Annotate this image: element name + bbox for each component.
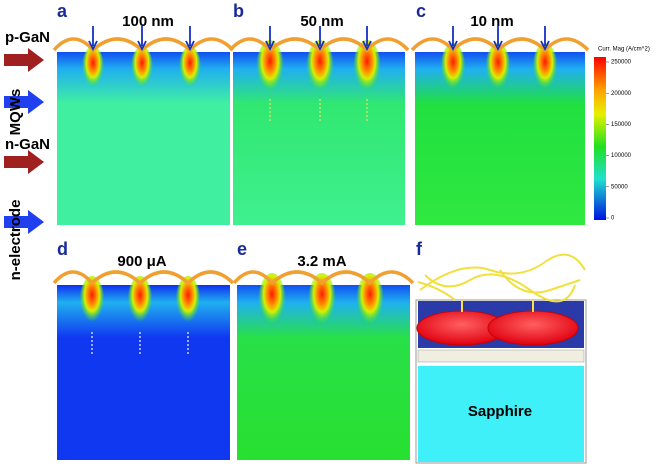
nanowire	[419, 253, 586, 291]
electrode-line	[232, 270, 415, 286]
dot	[366, 103, 368, 105]
colorbar-tick-label: 150000	[611, 122, 632, 128]
current-hotspot	[258, 273, 286, 333]
arrow	[4, 150, 44, 174]
panel-letter: d	[57, 239, 68, 259]
panel-label: 100 nm	[122, 13, 174, 30]
arrow	[4, 210, 44, 234]
current-hotspot	[130, 46, 154, 94]
electrode-line	[52, 270, 235, 286]
dot	[139, 344, 141, 346]
arrow-head	[265, 40, 275, 52]
colorbar-tick-label: 200000	[611, 91, 632, 97]
arrow-head	[362, 40, 372, 52]
dot	[139, 348, 141, 350]
dot	[269, 103, 271, 105]
dot	[91, 348, 93, 350]
dot	[91, 332, 93, 334]
current-hotspot	[79, 276, 105, 330]
dot	[187, 348, 189, 350]
dot	[91, 340, 93, 342]
layer-label: n-electrode	[7, 200, 24, 281]
dot	[366, 99, 368, 101]
dot	[187, 336, 189, 338]
dot	[366, 107, 368, 109]
dot	[366, 111, 368, 113]
arrow-head	[315, 40, 325, 52]
dot	[366, 115, 368, 117]
dot	[269, 107, 271, 109]
dot	[91, 336, 93, 338]
dot	[319, 99, 321, 101]
current-hotspot	[178, 46, 202, 94]
layer-label: n-GaN	[5, 136, 50, 153]
panel-letter: a	[57, 1, 68, 21]
current-hotspot	[127, 276, 153, 330]
current-hotspot	[256, 40, 284, 100]
dot	[319, 119, 321, 121]
dot	[269, 111, 271, 113]
dot	[269, 119, 271, 121]
dot	[187, 352, 189, 354]
nanowire	[417, 281, 456, 301]
dot	[319, 107, 321, 109]
current-hotspot	[356, 273, 384, 333]
current-hotspot	[308, 273, 336, 333]
layer-label: MQWs	[7, 89, 24, 136]
colorbar-tick-label: 100000	[611, 153, 632, 159]
arrow-head	[540, 40, 550, 52]
panel-letter: f	[416, 239, 423, 259]
colorbar-title: Curr. Mag (A/cm^2)	[598, 47, 650, 53]
current-hotspot	[81, 46, 105, 94]
dot	[319, 111, 321, 113]
dot	[269, 99, 271, 101]
arrow	[4, 48, 44, 72]
sapphire	[418, 366, 584, 462]
panel-letter: b	[233, 1, 244, 21]
current-hotspot	[440, 43, 466, 97]
panel-label: 10 nm	[470, 13, 513, 30]
dot	[139, 336, 141, 338]
arrow	[4, 90, 44, 114]
dot	[187, 332, 189, 334]
colorbar-tick-label: 50000	[611, 184, 628, 190]
dot	[139, 332, 141, 334]
panel-label: 3.2 mA	[297, 253, 346, 270]
nanowire	[499, 269, 581, 294]
dot	[187, 344, 189, 346]
panel-label: Sapphire	[468, 403, 532, 420]
panel-label: 900 μA	[117, 253, 166, 270]
current-hotspot	[175, 276, 201, 330]
arrow-head	[185, 40, 195, 52]
buffer-layer	[417, 349, 585, 363]
dot	[139, 352, 141, 354]
nanowire	[424, 273, 576, 303]
dot	[91, 344, 93, 346]
arrow-head	[137, 40, 147, 52]
dot	[269, 115, 271, 117]
current-hotspot	[353, 40, 381, 100]
colorbar-tick-label: 0	[611, 216, 615, 222]
current-hotspot	[532, 43, 558, 97]
current-hotspot	[485, 43, 511, 97]
dot	[91, 352, 93, 354]
arrow-head	[448, 40, 458, 52]
panel-letter: c	[416, 1, 426, 21]
arrow-head	[88, 40, 98, 52]
dot	[319, 115, 321, 117]
colorbar	[594, 57, 606, 220]
panel-label: 50 nm	[300, 13, 343, 30]
panel-letter: e	[237, 239, 247, 259]
dot	[319, 103, 321, 105]
current-hotspot	[306, 40, 334, 100]
dot	[139, 340, 141, 342]
dot	[366, 119, 368, 121]
arrow-head	[493, 40, 503, 52]
layer-label: p-GaN	[5, 29, 50, 46]
dot	[187, 340, 189, 342]
contact	[487, 310, 579, 346]
colorbar-tick-label: 250000	[611, 60, 632, 66]
